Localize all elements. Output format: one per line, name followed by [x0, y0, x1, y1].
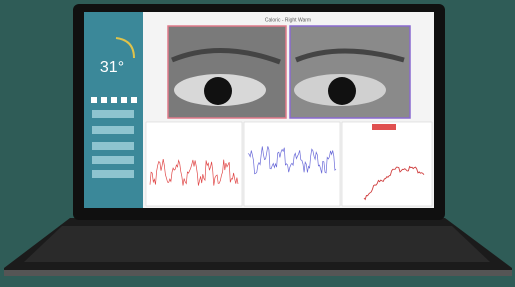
- page: 31° Caloric - Right Warm (() => { const …: [0, 0, 515, 287]
- button[interactable]: [92, 156, 134, 164]
- record-button[interactable]: [372, 124, 396, 130]
- left-pupil: [204, 77, 232, 105]
- screen-title: Caloric - Right Warm: [265, 17, 311, 23]
- base-edge: [4, 270, 512, 276]
- graph-panel: [342, 122, 432, 206]
- icon[interactable]: [131, 97, 137, 103]
- button[interactable]: [92, 126, 134, 134]
- scene: 31° Caloric - Right Warm: [0, 0, 515, 287]
- button[interactable]: [92, 142, 134, 150]
- icon[interactable]: [101, 97, 107, 103]
- keyboard: [24, 226, 490, 262]
- icon[interactable]: [91, 97, 97, 103]
- button[interactable]: [92, 110, 134, 118]
- button[interactable]: [92, 170, 134, 178]
- icon[interactable]: [111, 97, 117, 103]
- icon[interactable]: [121, 97, 127, 103]
- right-pupil: [328, 77, 356, 105]
- temperature: 31°: [100, 59, 124, 76]
